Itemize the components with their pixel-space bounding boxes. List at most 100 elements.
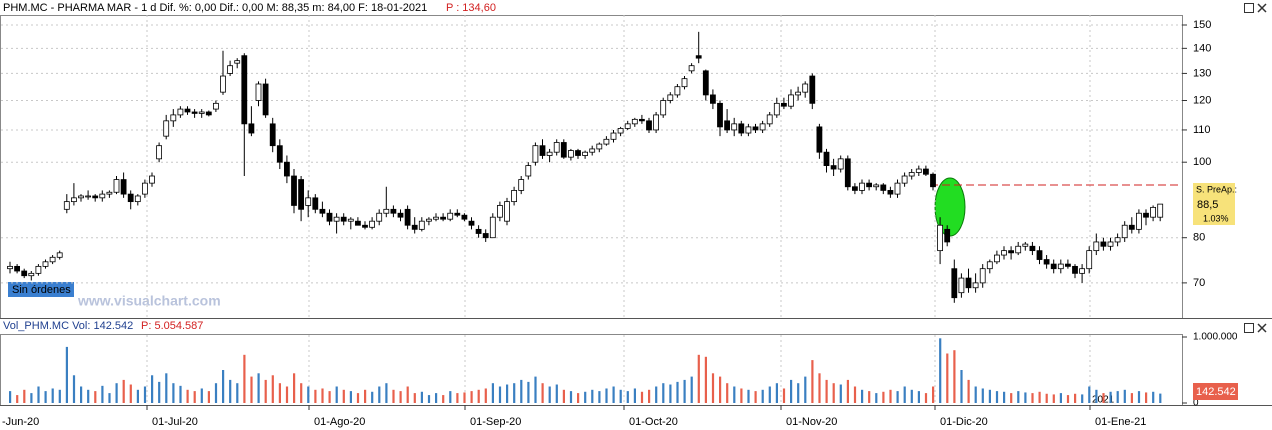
candle-body [646, 120, 652, 131]
candle-body [603, 138, 610, 145]
candle-body [930, 173, 936, 188]
candle-body [28, 272, 35, 277]
candle-body [887, 190, 894, 195]
candle-body [369, 220, 376, 228]
volume-bar [108, 393, 111, 403]
volume-bar [229, 379, 232, 403]
candle-body [404, 208, 411, 226]
volume-bar [321, 388, 324, 403]
volume-bar [463, 392, 466, 403]
maximize-button[interactable] [1244, 323, 1254, 333]
volume-bar [477, 389, 480, 403]
candle-body [553, 142, 560, 153]
volume-bar [1116, 391, 1119, 403]
candle-body [617, 128, 624, 134]
volume-bar [420, 391, 423, 403]
volume-bar [151, 375, 154, 403]
volume-bar [72, 375, 76, 403]
candle-body [866, 182, 872, 188]
candle-body [418, 220, 425, 230]
volume-bar [939, 338, 942, 403]
y-tick-label: 100 [1193, 156, 1211, 168]
candle-body [1086, 250, 1093, 270]
volume-bar [364, 389, 367, 403]
volume-bar [768, 386, 771, 403]
chart-title: PHM.MC - PHARMA MAR - 1 d Dif. %: 0,00 D… [3, 2, 427, 14]
volume-bar [278, 383, 281, 403]
volume-bar [605, 388, 608, 403]
volume-bar [335, 386, 338, 403]
x-tick-label: 01-Ago-20 [314, 416, 365, 428]
volume-bar [775, 383, 778, 403]
volume-bar [726, 383, 729, 403]
volume-bar [200, 388, 203, 403]
candle-body [759, 123, 766, 131]
volume-bar [172, 383, 175, 403]
volume-bar [456, 393, 459, 403]
candle-body [134, 195, 141, 203]
candle-body [844, 158, 851, 188]
candle-body [525, 165, 532, 177]
candle-body [596, 143, 603, 150]
candle-body [1022, 243, 1029, 247]
candle-body [447, 212, 454, 220]
volume-tick-label: 1.000.000 [1193, 332, 1238, 343]
candle-body [504, 201, 510, 222]
volume-bar [371, 391, 374, 403]
close-button[interactable] [1257, 323, 1267, 333]
close-button[interactable] [1257, 3, 1267, 13]
volume-bar [1074, 393, 1077, 403]
volume-bar [399, 391, 402, 403]
volume-bar [435, 393, 438, 403]
candle-body [347, 218, 354, 222]
volume-bar [967, 379, 970, 403]
window-buttons[interactable] [1244, 3, 1267, 333]
candle-body [745, 126, 752, 134]
title-note: P : 134,60 [446, 2, 496, 14]
volume-bar [484, 388, 487, 403]
volume-bar [1031, 393, 1034, 403]
volume-note: P: 5.054.587 [141, 320, 203, 332]
candle-body [546, 151, 553, 156]
volume-bar [669, 384, 672, 403]
volume-bar [264, 379, 267, 403]
volume-bar [1038, 391, 1041, 403]
candle-body [149, 175, 155, 184]
volume-bar [1017, 391, 1020, 403]
maximize-button[interactable] [1244, 3, 1254, 13]
candle-body [560, 142, 567, 158]
candle-body [908, 172, 915, 177]
volume-bar [889, 389, 892, 403]
volume-bar [598, 391, 601, 403]
volume-bar [506, 384, 509, 403]
volume-bar [94, 391, 97, 403]
volume-bar [662, 383, 665, 403]
candle-body [106, 191, 113, 195]
candle-body [951, 268, 958, 299]
candle-body [1029, 245, 1036, 252]
volume-bar [811, 360, 814, 403]
volume-bar [754, 391, 757, 403]
candle-body [113, 179, 120, 193]
candle-body [994, 254, 1000, 263]
volume-bar [293, 373, 296, 403]
candle-body [880, 184, 887, 191]
candle-body [1114, 237, 1121, 243]
volume-bar [747, 389, 750, 403]
candle-body [156, 145, 163, 160]
x-tick-label: 01-Sep-20 [470, 416, 521, 428]
candle-body [631, 118, 638, 125]
candle-body [830, 165, 837, 170]
price-tag-label: S. PreAp.: [1196, 184, 1237, 194]
candle-body [383, 208, 390, 214]
volume-bar [740, 388, 743, 403]
candle-body [191, 111, 198, 114]
candle-body [56, 252, 63, 258]
volume-bar [1081, 394, 1084, 403]
candle-body [298, 179, 305, 210]
volume-bar [1066, 395, 1070, 403]
x-tick-label: -Jun-20 [2, 416, 39, 428]
candle-body [873, 184, 880, 188]
candle-body [809, 75, 816, 104]
